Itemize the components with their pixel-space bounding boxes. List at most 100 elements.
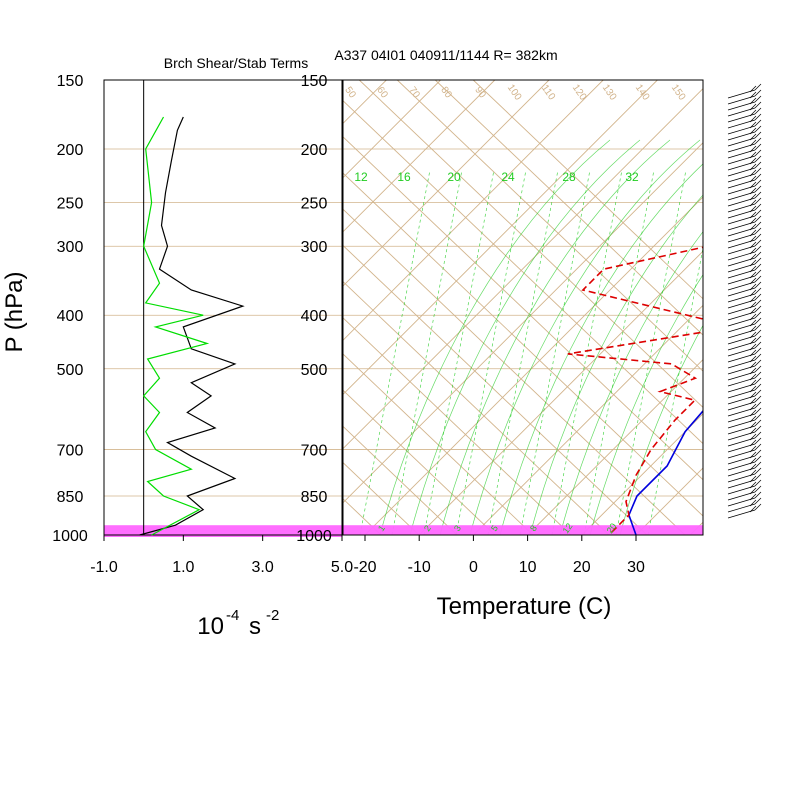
mixing-ratio-line [455, 169, 527, 535]
wind-barb-flag [749, 289, 757, 297]
dry-adiabat [343, 425, 458, 535]
right-y-tick-label: 250 [301, 196, 328, 213]
wind-barb-flag [754, 101, 762, 109]
wind-barb-flag [754, 113, 762, 121]
wind-barb-flag [754, 365, 762, 373]
wind-barb [727, 227, 762, 243]
wind-barb-flag [754, 407, 762, 415]
wind-barb-flag [754, 269, 762, 277]
small-mixing-label: 12 [561, 521, 575, 535]
wind-barb-flag [749, 499, 757, 507]
left-y-tick-label: 300 [57, 239, 84, 256]
mixing-ratio-label: 12 [354, 170, 368, 184]
dry-adiabat [343, 100, 703, 445]
adiabat-label: 140 [633, 83, 652, 103]
isotherm [527, 358, 703, 535]
wind-barb-flag [749, 199, 757, 207]
wind-barb-flag [749, 421, 757, 429]
wind-barb-flag [754, 449, 762, 457]
wind-barb [727, 305, 762, 321]
mixing-ratio-label: 20 [447, 170, 461, 184]
wind-barb [727, 245, 762, 261]
adiabat-label: 110 [539, 83, 557, 103]
right-y-tick-label: 850 [301, 489, 328, 506]
right-y-tick-label: 500 [301, 362, 328, 379]
isotherm [343, 80, 658, 396]
wind-barb-flag [754, 437, 762, 445]
wind-barb-flag [754, 107, 762, 115]
wind-barb-flag [749, 493, 757, 501]
wind-barb-flag [749, 343, 757, 351]
left-y-tick-label: 400 [57, 308, 84, 325]
wind-barb [727, 479, 762, 495]
left-y-tick-label: 700 [57, 442, 84, 459]
wind-barb-flag [754, 293, 762, 301]
wind-barb-flag [754, 491, 762, 499]
wind-barb-flag [749, 379, 757, 387]
adiabat-label: 120 [570, 83, 589, 103]
adiabat-label: 50 [342, 85, 358, 101]
mixing-ratio-line [583, 169, 655, 535]
wind-barb-flag [754, 125, 762, 133]
wind-barb-flag [749, 169, 757, 177]
wind-barb-flag [754, 395, 762, 403]
wind-barb-flag [749, 433, 757, 441]
wind-barb-flag [749, 355, 757, 363]
wind-barb [727, 173, 762, 189]
dry-adiabat [343, 281, 610, 535]
wind-barb [727, 191, 762, 207]
moist-adiabat [619, 324, 703, 535]
wind-barb-flag [749, 91, 757, 99]
wind-barb [727, 485, 762, 501]
wind-barb [727, 251, 762, 267]
dry-adiabat [0, 80, 305, 535]
left-y-tick-label: 200 [57, 142, 84, 159]
wind-barb-flag [749, 415, 757, 423]
right-clipped-group [0, 80, 703, 535]
wind-barb [727, 185, 762, 201]
wind-barb [727, 197, 762, 213]
dry-adiabat [343, 136, 703, 481]
wind-barb [727, 293, 762, 309]
wind-barb-flag [749, 193, 757, 201]
wind-barb-flag [749, 127, 757, 135]
wind-barb-flag [754, 281, 762, 289]
wind-barb-flag [749, 295, 757, 303]
wind-barb-flag [749, 235, 757, 243]
wind-barb-flag [749, 409, 757, 417]
wind-barb [727, 215, 762, 231]
wind-barb [727, 407, 762, 423]
wind-barb-flag [754, 431, 762, 439]
wind-barb [727, 323, 762, 339]
wind-barb-flag [754, 185, 762, 193]
wind-barb-flag [754, 179, 762, 187]
wind-barb [727, 209, 762, 225]
wind-barb-flag [754, 161, 762, 169]
wind-barb [727, 425, 762, 441]
wind-barb [727, 353, 762, 369]
isotherm [473, 304, 703, 535]
wind-barb-flag [754, 485, 762, 493]
dry-adiabat [343, 534, 344, 535]
wind-barb-flag [754, 233, 762, 241]
right-x-tick-label: 30 [627, 559, 645, 576]
wind-barb-flag [754, 245, 762, 253]
wind-barb [727, 437, 762, 453]
isotherm [343, 80, 604, 341]
wind-barb-flag [754, 209, 762, 217]
wind-barb-flag [754, 95, 762, 103]
wind-barb-flag [754, 149, 762, 157]
wind-barb [727, 389, 762, 405]
wind-barb-flag [749, 361, 757, 369]
dry-adiabat [472, 80, 703, 300]
left-series-stability [142, 116, 210, 536]
wind-barb-flag [749, 97, 757, 105]
wind-barb [727, 419, 762, 435]
wind-barb-flag [749, 427, 757, 435]
left-xlabel-unit-exp: -2 [266, 607, 279, 624]
wind-barb-flag [754, 341, 762, 349]
small-mixing-label: 2 [422, 523, 433, 533]
right-panel-title: A337 04I01 040911/1144 R= 382km [334, 47, 557, 63]
left-x-tick-label: 5.0 [331, 559, 353, 576]
dry-adiabat [358, 80, 703, 409]
